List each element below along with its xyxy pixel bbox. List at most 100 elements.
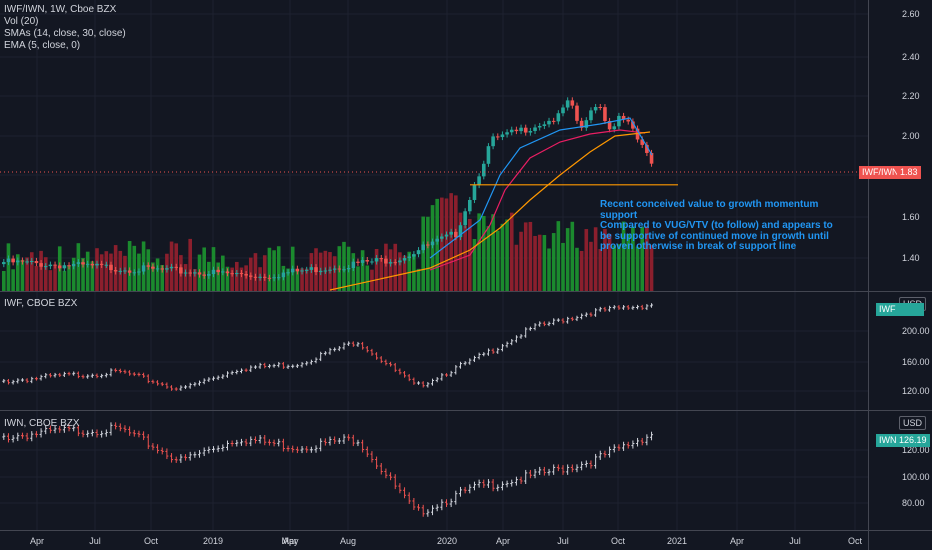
- volume-bar: [81, 257, 85, 291]
- candle-body: [137, 271, 141, 273]
- candle-body: [440, 236, 444, 239]
- volume-bar: [458, 212, 463, 291]
- volume-bar: [2, 271, 6, 291]
- volume-bar: [25, 257, 29, 291]
- candle-body: [547, 120, 551, 125]
- volume-bar: [584, 229, 589, 291]
- candle-body: [635, 128, 640, 140]
- candle-body: [15, 260, 20, 263]
- candle-body: [20, 260, 25, 262]
- candle-body: [388, 262, 393, 264]
- sma-slow-line: [329, 131, 651, 291]
- candle-body: [81, 262, 85, 265]
- candle-body: [11, 258, 15, 263]
- volume-bar: [556, 221, 561, 291]
- price-axis-label: 1.60: [902, 212, 920, 222]
- candle-body: [621, 115, 626, 120]
- candle-body: [109, 264, 113, 271]
- time-axis-label: Oct: [144, 536, 159, 546]
- volume-bar: [519, 231, 523, 291]
- volume-bar: [421, 216, 425, 291]
- volume-indicator-label: Vol (20): [4, 16, 39, 27]
- time-axis-label: Oct: [611, 536, 626, 546]
- candle-body: [160, 268, 165, 270]
- volume-bar: [509, 212, 514, 291]
- candle-body: [556, 113, 561, 122]
- volume-bar: [374, 248, 379, 291]
- candle-body: [39, 263, 43, 267]
- iwf-price-value: [896, 303, 924, 316]
- main-tag-label: IWF/IWN: [862, 167, 899, 177]
- iwn-currency-button[interactable]: USD: [898, 416, 926, 430]
- volume-bar: [505, 219, 509, 291]
- candle-body: [533, 127, 537, 131]
- candle-body: [649, 152, 654, 164]
- price-axis-label: 100.00: [902, 472, 930, 482]
- candle-body: [575, 105, 579, 121]
- volume-bar: [146, 249, 151, 291]
- candle-body: [202, 274, 206, 276]
- candle-body: [295, 268, 300, 272]
- ema-indicator-label: EMA (5, close, 0): [4, 40, 81, 51]
- volume-bar: [542, 235, 547, 291]
- volume-bar: [500, 223, 505, 291]
- candle-body: [29, 260, 34, 262]
- candle-body: [393, 262, 398, 264]
- candle-body: [314, 267, 318, 273]
- candle-body: [509, 129, 514, 133]
- candle-body: [416, 250, 421, 255]
- candle-body: [2, 262, 6, 265]
- volume-bar: [300, 268, 304, 291]
- volume-bar: [225, 266, 230, 291]
- volume-bar: [412, 254, 416, 291]
- volume-bar: [649, 245, 654, 291]
- candle-body: [481, 163, 486, 177]
- candle-body: [123, 270, 127, 272]
- volume-bar: [528, 221, 533, 291]
- volume-bar: [15, 254, 20, 291]
- volume-bar: [640, 226, 645, 291]
- price-axis-label: 2.60: [902, 9, 920, 19]
- annotation-note[interactable]: Recent conceived value to growth momentu…: [600, 199, 840, 253]
- volume-bar: [551, 233, 556, 291]
- candle-body: [598, 107, 603, 109]
- volume-bar: [495, 230, 500, 291]
- volume-bar: [76, 243, 81, 291]
- candle-body: [356, 261, 360, 263]
- candle-body: [244, 274, 248, 276]
- iwn-price-tag: IWN: [876, 434, 900, 447]
- volume-bar: [635, 246, 640, 291]
- volume-bar: [6, 243, 11, 291]
- candle-body: [561, 107, 565, 114]
- volume-bar: [454, 195, 458, 291]
- volume-bar: [230, 267, 234, 291]
- candle-body: [216, 269, 220, 273]
- main-legend: IWF/IWN, 1W, Cboe BZX Vol (20) SMAs (14,…: [4, 4, 126, 52]
- candle-body: [318, 270, 323, 273]
- candle-body: [113, 270, 118, 272]
- candle-body: [235, 273, 239, 275]
- volume-bar: [239, 267, 244, 291]
- volume-bar: [267, 247, 272, 291]
- price-axis-label: 80.00: [902, 498, 925, 508]
- volume-bar: [67, 265, 71, 291]
- main-price-tag: IWF/IWN: [859, 166, 902, 179]
- candle-body: [486, 146, 491, 164]
- volume-bar: [645, 226, 649, 291]
- annotation-line: Compared to VUG/VTV (to follow) and appe…: [600, 220, 833, 231]
- volume-bar: [160, 264, 165, 291]
- volume-bar: [304, 268, 309, 291]
- candle-body: [258, 276, 262, 278]
- candle-body: [528, 130, 533, 133]
- candle-body: [267, 277, 272, 279]
- candle-body: [500, 134, 505, 138]
- candle-body: [407, 256, 412, 259]
- candle-body: [248, 275, 253, 277]
- main-price-value: 1.83: [897, 166, 921, 179]
- candle-body: [565, 100, 570, 108]
- time-axis-label: 2020: [437, 536, 457, 546]
- candle-body: [645, 144, 649, 153]
- candle-body: [286, 272, 290, 274]
- volume-bar: [617, 244, 621, 291]
